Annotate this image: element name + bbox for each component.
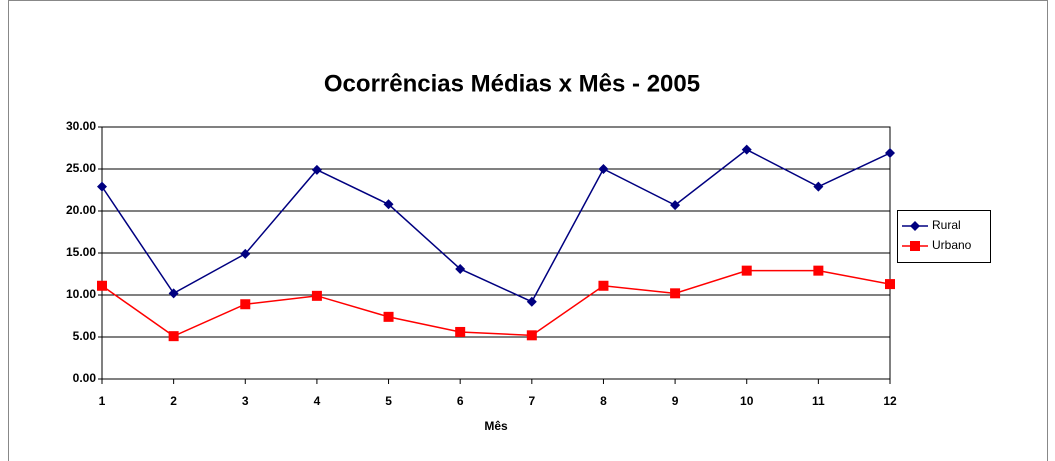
legend-label: Rural bbox=[932, 218, 961, 232]
y-tick-label: 25.00 bbox=[66, 161, 96, 175]
marker bbox=[455, 326, 466, 337]
legend-label: Urbano bbox=[932, 238, 972, 252]
legend-box bbox=[897, 210, 991, 263]
marker bbox=[168, 331, 179, 342]
marker bbox=[813, 181, 824, 192]
x-tick-label: 10 bbox=[740, 394, 754, 408]
marker bbox=[240, 299, 251, 310]
x-tick-label: 3 bbox=[242, 394, 249, 408]
marker bbox=[383, 199, 394, 210]
y-tick-label: 10.00 bbox=[66, 287, 96, 301]
x-tick-label: 4 bbox=[314, 394, 321, 408]
marker bbox=[885, 279, 895, 290]
marker bbox=[97, 181, 107, 192]
marker bbox=[526, 330, 537, 341]
x-tick-label: 2 bbox=[170, 394, 177, 408]
x-tick-label: 1 bbox=[99, 394, 106, 408]
y-tick-label: 0.00 bbox=[73, 371, 97, 385]
y-tick-label: 30.00 bbox=[66, 119, 96, 133]
marker bbox=[910, 241, 920, 251]
marker bbox=[741, 144, 752, 155]
marker bbox=[741, 265, 752, 276]
x-tick-label: 12 bbox=[883, 394, 897, 408]
marker bbox=[383, 311, 394, 322]
chart-frame bbox=[8, 0, 1048, 461]
chart-title: Ocorrências Médias x Mês - 2005 bbox=[324, 70, 700, 97]
marker bbox=[598, 280, 609, 291]
marker bbox=[168, 288, 179, 299]
series-line bbox=[101, 148, 891, 303]
marker bbox=[311, 164, 322, 175]
marker bbox=[910, 221, 920, 231]
marker bbox=[455, 263, 466, 274]
marker bbox=[885, 148, 895, 159]
x-tick-label: 9 bbox=[672, 394, 679, 408]
series-line bbox=[101, 269, 891, 338]
x-tick-label: 5 bbox=[385, 394, 392, 408]
marker bbox=[598, 164, 609, 174]
marker bbox=[97, 280, 107, 291]
marker bbox=[813, 265, 824, 276]
marker bbox=[240, 248, 251, 259]
x-tick-label: 6 bbox=[457, 394, 464, 408]
marker bbox=[526, 296, 537, 307]
y-tick-label: 5.00 bbox=[73, 329, 97, 343]
x-tick-label: 7 bbox=[528, 394, 535, 408]
x-axis-label: Mês bbox=[484, 419, 508, 433]
y-tick-label: 15.00 bbox=[66, 245, 96, 259]
marker bbox=[670, 288, 681, 299]
marker bbox=[670, 200, 681, 211]
x-tick-label: 8 bbox=[600, 394, 607, 408]
plot-area bbox=[101, 126, 891, 380]
x-tick-label: 11 bbox=[812, 394, 825, 408]
marker bbox=[311, 290, 322, 301]
y-tick-label: 20.00 bbox=[66, 203, 96, 217]
